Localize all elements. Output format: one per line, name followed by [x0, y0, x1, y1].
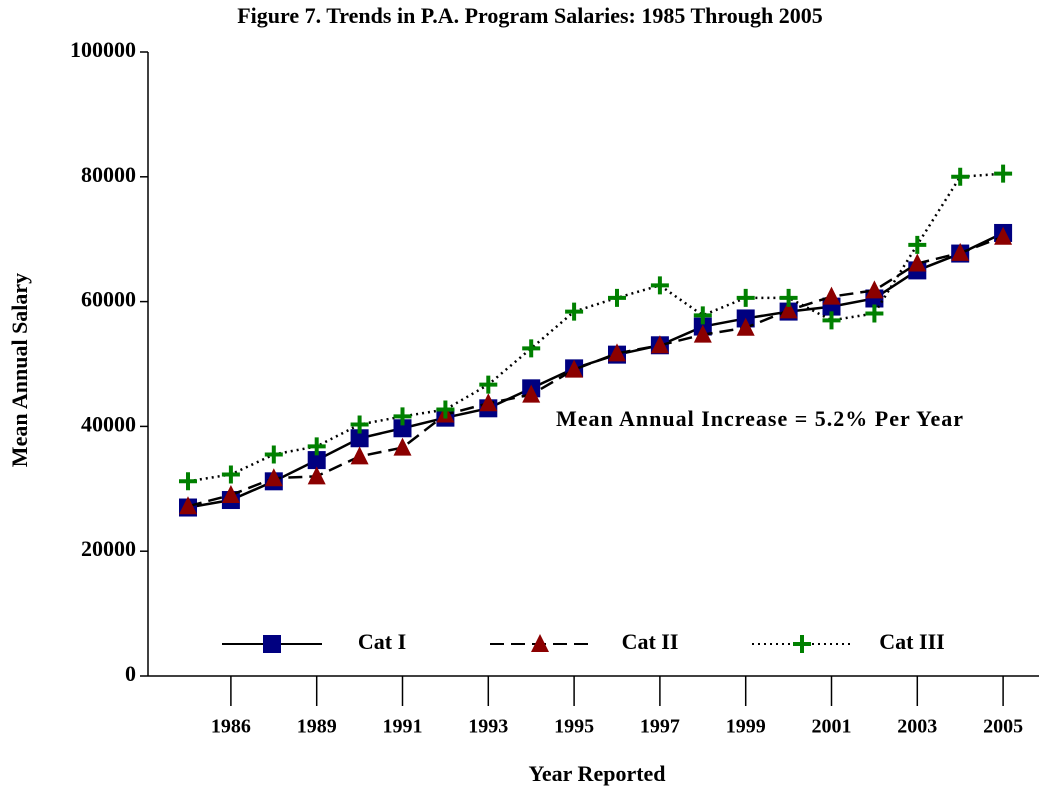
- marker: [436, 400, 455, 419]
- x-tick-label: 1997: [640, 716, 680, 738]
- marker: [779, 300, 798, 319]
- marker: [307, 437, 326, 456]
- marker: [908, 253, 927, 272]
- x-tick-label: 1993: [468, 716, 508, 738]
- marker: [350, 415, 369, 434]
- marker: [221, 485, 240, 504]
- marker: [608, 343, 626, 362]
- marker: [522, 384, 541, 403]
- x-tick-label: 2001: [812, 716, 852, 738]
- y-tick-label: 60000: [81, 287, 136, 312]
- legend-label: Cat II: [622, 629, 679, 654]
- legend-label: Cat I: [358, 629, 406, 654]
- annotation: Mean Annual Increase = 5.2% Per Year: [556, 406, 964, 431]
- x-tick-label: 1986: [211, 716, 251, 738]
- marker: [307, 466, 326, 485]
- marker: [779, 288, 798, 307]
- y-tick-label: 80000: [81, 162, 136, 187]
- x-tick-label: 1989: [297, 716, 337, 738]
- marker: [908, 235, 927, 254]
- marker: [350, 429, 369, 448]
- marker: [994, 226, 1013, 245]
- marker: [693, 306, 712, 325]
- marker: [736, 288, 755, 307]
- y-tick-label: 40000: [81, 411, 136, 436]
- marker: [393, 419, 412, 438]
- marker: [264, 468, 283, 487]
- marker: [393, 437, 412, 456]
- marker: [650, 335, 669, 354]
- marker: [522, 339, 541, 358]
- x-tick-label: 2005: [983, 716, 1023, 738]
- series-line: [187, 235, 1004, 508]
- marker: [608, 288, 626, 307]
- x-tick-label: 1995: [554, 716, 594, 738]
- series-line: [187, 172, 1004, 483]
- marker: [693, 324, 712, 343]
- x-tick-label: 1999: [726, 716, 766, 738]
- marker: [994, 164, 1013, 183]
- marker: [221, 465, 240, 484]
- marker: [865, 304, 884, 323]
- legend-marker: [793, 635, 811, 653]
- marker: [650, 276, 669, 295]
- marker: [865, 280, 884, 299]
- marker: [736, 317, 755, 336]
- marker: [565, 302, 584, 321]
- marker: [951, 167, 970, 186]
- y-axis-label: Mean Annual Salary: [7, 273, 32, 467]
- y-tick-label: 20000: [81, 536, 136, 561]
- x-tick-label: 1991: [383, 716, 423, 738]
- legend-label: Cat III: [879, 629, 944, 654]
- marker: [307, 451, 326, 470]
- y-tick-label: 100000: [70, 37, 136, 62]
- marker: [179, 472, 197, 491]
- marker: [951, 242, 970, 261]
- marker: [350, 446, 369, 465]
- marker: [479, 393, 498, 412]
- marker: [822, 311, 841, 330]
- y-tick-label: 0: [125, 661, 136, 686]
- x-tick-label: 2003: [897, 716, 937, 738]
- legend-marker: [263, 635, 281, 653]
- x-axis-label: Year Reported: [528, 761, 665, 786]
- chart-title: Figure 7. Trends in P.A. Program Salarie…: [237, 3, 823, 28]
- marker: [179, 496, 197, 515]
- marker: [479, 375, 498, 394]
- marker: [264, 445, 283, 464]
- marker: [393, 407, 412, 426]
- legend-marker: [531, 634, 549, 652]
- marker: [565, 359, 584, 378]
- marker: [822, 286, 841, 305]
